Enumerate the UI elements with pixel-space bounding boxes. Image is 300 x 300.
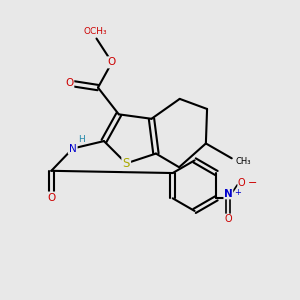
Text: S: S bbox=[122, 157, 130, 170]
Text: N: N bbox=[224, 189, 233, 199]
Text: +: + bbox=[234, 188, 241, 197]
Text: O: O bbox=[224, 214, 232, 224]
Text: O: O bbox=[47, 193, 56, 202]
Text: OCH₃: OCH₃ bbox=[83, 27, 107, 36]
Text: CH₃: CH₃ bbox=[235, 157, 251, 166]
Text: −: − bbox=[248, 178, 257, 188]
Text: H: H bbox=[78, 134, 85, 143]
Text: N: N bbox=[69, 143, 76, 154]
Text: O: O bbox=[108, 57, 116, 67]
Text: O: O bbox=[65, 78, 73, 88]
Text: O: O bbox=[238, 178, 245, 188]
